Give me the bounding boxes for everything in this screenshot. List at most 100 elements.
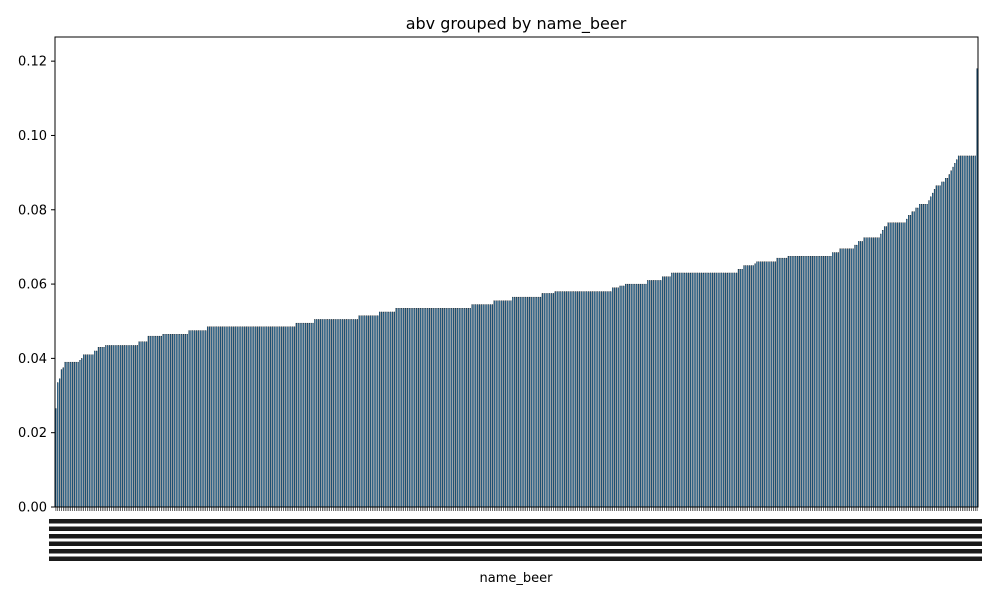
x-tick-labels-band: [49, 526, 982, 531]
bar: [175, 334, 177, 508]
bar: [649, 280, 651, 508]
bar: [822, 256, 825, 508]
bar: [279, 326, 281, 508]
y-tick-label: 0.06: [18, 278, 47, 293]
bar: [501, 300, 503, 508]
bar: [815, 256, 817, 508]
bar: [231, 326, 233, 508]
bar: [388, 311, 390, 508]
bar: [203, 330, 205, 508]
bar: [414, 308, 416, 508]
bar: [358, 315, 360, 508]
bar: [900, 222, 902, 508]
bar: [734, 272, 736, 508]
bar: [922, 204, 925, 508]
bar: [754, 263, 756, 508]
bar: [957, 155, 960, 508]
bar: [819, 256, 821, 508]
bar: [260, 326, 262, 508]
bar: [562, 291, 564, 508]
bar: [114, 345, 116, 508]
bar: [528, 296, 531, 508]
bar: [906, 218, 908, 508]
bar: [650, 280, 653, 508]
bar: [526, 296, 529, 508]
bar: [935, 185, 937, 508]
bar: [321, 319, 323, 508]
bar: [656, 280, 658, 508]
bar: [86, 354, 88, 508]
bar: [874, 237, 876, 508]
bar: [395, 308, 397, 508]
bar: [941, 181, 943, 508]
bar: [724, 272, 727, 508]
bar: [741, 269, 743, 508]
bar: [188, 330, 190, 508]
bar: [332, 319, 334, 508]
bar: [602, 291, 605, 508]
bar: [243, 326, 246, 508]
bar: [367, 315, 370, 508]
bar: [856, 244, 858, 508]
bar: [225, 326, 227, 508]
bar: [101, 347, 103, 508]
bar: [336, 319, 338, 508]
bar: [116, 345, 118, 508]
bar: [408, 308, 410, 508]
bar: [902, 222, 904, 508]
bar: [695, 272, 697, 508]
bar: [240, 326, 242, 508]
bar: [954, 163, 956, 508]
bar: [293, 326, 296, 508]
bar: [619, 285, 621, 508]
bar: [580, 291, 582, 508]
bar: [717, 272, 719, 508]
bar: [791, 256, 793, 508]
bar: [543, 293, 545, 508]
bar: [682, 272, 684, 508]
bar: [149, 335, 151, 508]
bar: [630, 283, 632, 508]
bar: [138, 341, 140, 508]
bar: [743, 265, 745, 508]
bar: [686, 272, 688, 508]
bar: [199, 330, 201, 508]
bar: [684, 272, 686, 508]
bar: [192, 330, 194, 508]
bar: [153, 335, 155, 508]
bar: [329, 319, 331, 508]
bar: [767, 261, 769, 508]
bar: [861, 241, 863, 508]
bar: [90, 354, 92, 508]
bar: [166, 334, 168, 508]
x-tick-labels-band: [49, 541, 982, 546]
bar: [458, 308, 460, 508]
bar: [915, 207, 917, 508]
bar: [317, 319, 320, 508]
bar: [909, 215, 912, 508]
bar: [68, 361, 70, 508]
bar: [752, 265, 754, 508]
bar: [158, 335, 161, 508]
bar: [639, 283, 642, 508]
bar: [334, 319, 336, 508]
bar: [212, 326, 214, 508]
bar: [179, 334, 181, 508]
bar: [634, 283, 636, 508]
bar: [83, 354, 85, 508]
bar: [399, 308, 401, 508]
bar: [848, 248, 851, 508]
bar: [959, 155, 962, 508]
bar: [330, 319, 333, 508]
bar: [554, 291, 556, 508]
bar: [292, 326, 294, 508]
bar: [787, 256, 790, 508]
bar: [438, 308, 440, 508]
bar: [809, 256, 812, 508]
bar: [885, 226, 888, 508]
bar: [489, 304, 492, 508]
bar: [793, 256, 795, 508]
bar: [488, 304, 490, 508]
bar: [112, 345, 114, 508]
bar: [275, 326, 277, 508]
